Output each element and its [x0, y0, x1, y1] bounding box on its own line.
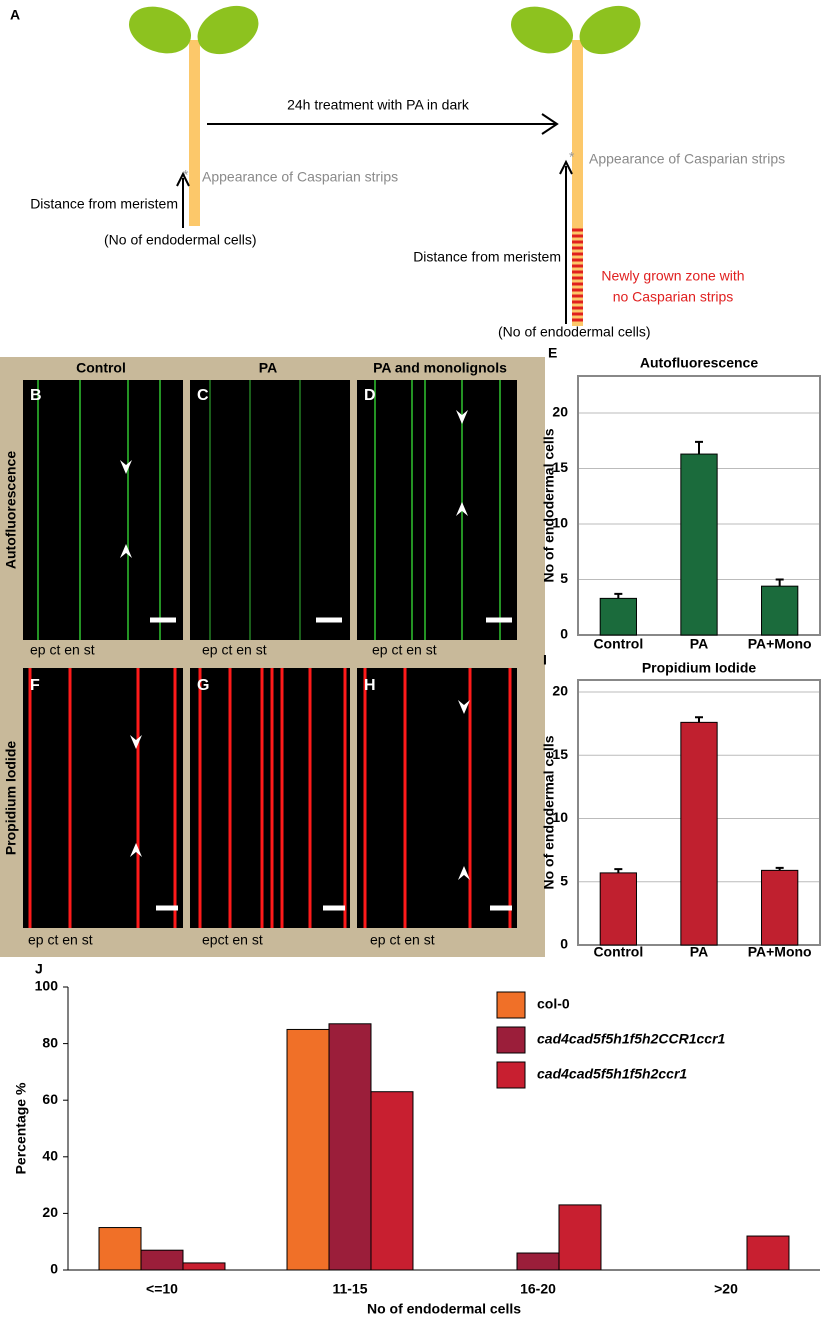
y-axis-label: Percentage %: [13, 1082, 29, 1174]
y-tick-label: 20: [42, 1204, 58, 1220]
error-bar: [775, 578, 784, 587]
y-tick-label: 5: [560, 872, 568, 888]
y-tick-label: 100: [35, 978, 59, 994]
y-tick-label: 80: [42, 1034, 58, 1050]
annotation: Appearance of Casparian strips: [589, 151, 785, 167]
y-tick-label: 10: [552, 809, 568, 825]
annotation: Distance from meristem: [30, 196, 178, 212]
annotation: Distance from meristem: [413, 249, 561, 265]
annotation: (No of endodermal cells): [104, 232, 257, 248]
bar: [599, 597, 637, 636]
legend-label: cad4cad5f5h1f5h2CCR1ccr1: [537, 1031, 726, 1047]
bar: [140, 1249, 184, 1271]
panel-letter: E: [548, 345, 557, 361]
tissue-label: ep ct en st: [30, 642, 95, 658]
annotation: (No of endodermal cells): [498, 324, 651, 340]
bar: [328, 1023, 372, 1271]
bar: [599, 872, 637, 946]
y-tick-label: 60: [42, 1091, 58, 1107]
x-tick-label: PA+Mono: [748, 944, 812, 960]
y-tick-label: 0: [560, 936, 568, 952]
error-bar: [775, 866, 784, 871]
y-tick-label: 15: [552, 459, 568, 475]
annotation: no Casparian strips: [613, 289, 734, 305]
error-bar: [614, 592, 623, 599]
bar: [746, 1235, 790, 1271]
y-tick-label: 0: [50, 1261, 58, 1277]
y-axis-label: No of endodermal cells: [541, 735, 557, 889]
bar: [370, 1091, 414, 1271]
y-tick-label: 5: [560, 570, 568, 586]
y-tick-label: 20: [552, 404, 568, 420]
y-tick-label: 0: [560, 626, 568, 642]
bar: [182, 1262, 226, 1271]
x-tick-label: PA: [690, 944, 708, 960]
legend-swatch: [496, 991, 526, 1019]
panel-letter: B: [30, 387, 42, 404]
y-tick-label: 20: [552, 683, 568, 699]
panel-letter: D: [364, 387, 376, 404]
tissue-label: ep ct en st: [372, 642, 437, 658]
panel-letter: H: [364, 677, 376, 694]
bar: [761, 585, 799, 636]
column-label: PA: [259, 360, 277, 376]
bar: [761, 869, 799, 946]
panel-letter: A: [10, 7, 20, 23]
tissue-label: epct en st: [202, 932, 263, 948]
x-axis-label: No of endodermal cells: [367, 1301, 521, 1317]
chart-title: Propidium Iodide: [642, 660, 757, 676]
panel-letter: J: [35, 961, 43, 977]
y-tick-label: 15: [552, 746, 568, 762]
error-bar: [695, 716, 703, 723]
bar: [680, 721, 718, 946]
tissue-label: ep ct en st: [202, 642, 267, 658]
tissue-label: ep ct en st: [28, 932, 93, 948]
seedling-right: *: [511, 5, 641, 326]
bar: [98, 1227, 142, 1271]
panel-letter: F: [30, 677, 40, 694]
panel-letter: C: [197, 387, 209, 404]
legend-label: col-0: [537, 996, 570, 1012]
x-tick-label: >20: [714, 1281, 738, 1297]
x-tick-label: Control: [593, 636, 643, 652]
y-tick-label: 10: [552, 515, 568, 531]
x-tick-label: 16-20: [520, 1281, 556, 1297]
svg-text:*: *: [569, 149, 575, 165]
chart-title: Autofluorescence: [640, 355, 758, 371]
x-tick-label: PA: [690, 636, 708, 652]
x-tick-label: Control: [593, 944, 643, 960]
legend-swatch: [496, 1026, 526, 1054]
y-tick-label: 40: [42, 1148, 58, 1164]
bar: [286, 1028, 330, 1271]
bar: [558, 1204, 602, 1271]
x-tick-label: PA+Mono: [748, 636, 812, 652]
row-label: Autofluorescence: [3, 451, 19, 569]
treatment-label: 24h treatment with PA in dark: [287, 97, 470, 113]
panel-letter: I: [543, 652, 547, 668]
error-bar: [695, 440, 703, 455]
error-bar: [614, 868, 623, 873]
legend-swatch: [496, 1061, 526, 1089]
annotation: Appearance of Casparian strips: [202, 169, 398, 185]
svg-text:*: *: [183, 167, 189, 183]
bar: [516, 1252, 560, 1271]
legend-label: cad4cad5f5h1f5h2ccr1: [537, 1066, 687, 1082]
seedling-left: *: [129, 5, 259, 228]
y-axis-label: No of endodermal cells: [541, 428, 557, 582]
annotation: Newly grown zone with: [601, 268, 744, 284]
column-label: PA and monolignols: [373, 360, 507, 376]
bar: [680, 453, 718, 636]
panel-letter: G: [197, 677, 209, 694]
x-tick-label: 11-15: [332, 1281, 367, 1297]
column-label: Control: [76, 360, 126, 376]
x-tick-label: <=10: [146, 1281, 178, 1297]
micrograph: [23, 380, 517, 928]
row-label: Propidium Iodide: [3, 741, 19, 856]
tissue-label: ep ct en st: [370, 932, 435, 948]
